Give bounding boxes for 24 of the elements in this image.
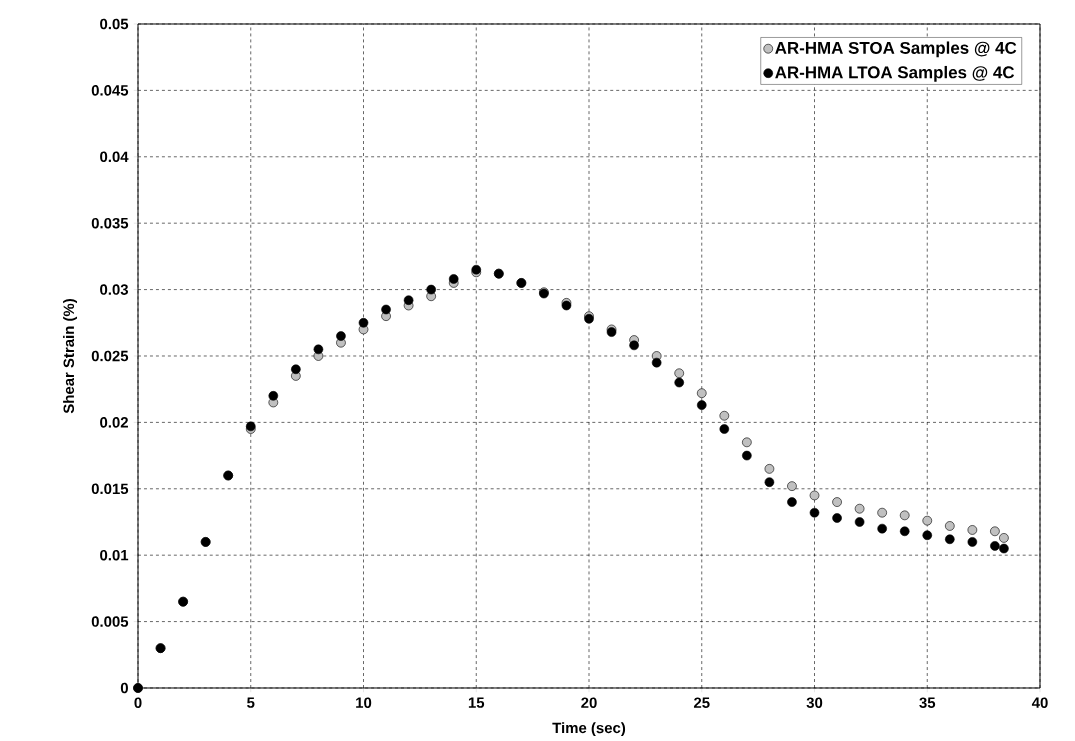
y-tick-label: 0.04 xyxy=(100,151,129,163)
y-tick-label: 0.005 xyxy=(91,616,129,627)
y-tick-label: 0.02 xyxy=(100,417,128,428)
x-tick-label: 20 xyxy=(581,697,597,708)
x-tick-label: 0 xyxy=(134,697,142,708)
y-tick-label: 0.025 xyxy=(91,350,129,362)
x-tick-label: 30 xyxy=(806,697,823,708)
y-tick-label: 0.01 xyxy=(100,549,129,561)
x-tick-label: 25 xyxy=(693,697,710,708)
y-tick-label: 0 xyxy=(120,682,128,694)
x-axis-title: Time (sec) xyxy=(552,722,626,737)
x-tick-label: 40 xyxy=(1031,697,1048,708)
x-tick-label: 5 xyxy=(247,697,255,708)
y-tick-label: 0.05 xyxy=(100,18,129,30)
y-axis-title: Shear Strain (%) xyxy=(63,298,78,414)
legend-label: AR-HMA STOA Samples @ 4C xyxy=(775,41,1017,58)
legend-label: AR-HMA LTOA Samples @ 4C xyxy=(775,65,1015,82)
x-tick-label: 10 xyxy=(356,697,372,708)
y-tick-label: 0.03 xyxy=(100,284,129,295)
y-tick-label: 0.035 xyxy=(91,217,129,229)
y-tick-label: 0.045 xyxy=(91,85,129,96)
x-tick-label: 15 xyxy=(468,697,485,708)
x-tick-label: 35 xyxy=(919,697,936,708)
y-tick-label: 0.015 xyxy=(91,483,129,495)
